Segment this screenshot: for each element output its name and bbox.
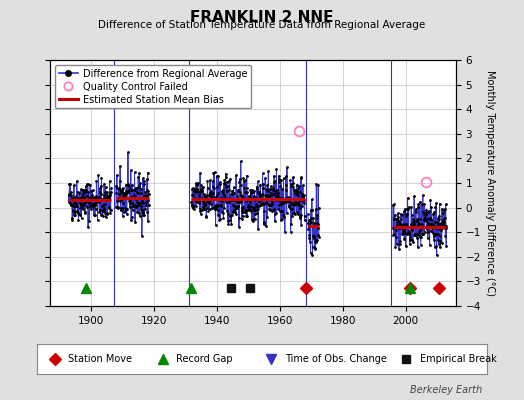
Legend: Difference from Regional Average, Quality Control Failed, Estimated Station Mean: Difference from Regional Average, Qualit… — [54, 65, 251, 108]
Text: Time of Obs. Change: Time of Obs. Change — [285, 354, 386, 364]
Text: Empirical Break: Empirical Break — [420, 354, 496, 364]
Y-axis label: Monthly Temperature Anomaly Difference (°C): Monthly Temperature Anomaly Difference (… — [485, 70, 495, 296]
Text: Difference of Station Temperature Data from Regional Average: Difference of Station Temperature Data f… — [99, 20, 425, 30]
Text: FRANKLIN 2 NNE: FRANKLIN 2 NNE — [190, 10, 334, 25]
Text: Station Move: Station Move — [68, 354, 132, 364]
Text: Record Gap: Record Gap — [177, 354, 233, 364]
Text: Berkeley Earth: Berkeley Earth — [410, 385, 482, 395]
